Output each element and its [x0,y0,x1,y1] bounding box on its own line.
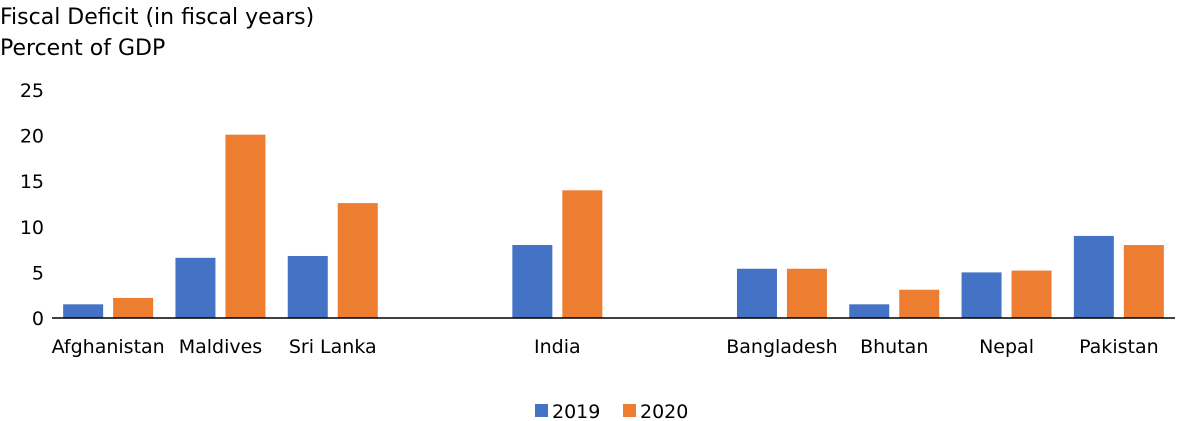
y-axis: 0 5 10 15 20 25 [20,80,44,330]
bar-2020 [1123,245,1164,318]
bar-2019 [512,245,553,318]
bar-2019 [961,272,1002,318]
legend: 2019 2020 [535,401,688,421]
bar-2019 [736,268,777,318]
bar-2020 [225,134,266,318]
y-tick-label: 15 [20,171,44,193]
y-tick-label: 5 [32,262,44,284]
x-tick-label: Pakistan [1079,336,1159,358]
y-tick-label: 20 [20,126,44,148]
x-axis: Afghanistan Maldives Sri Lanka India Banglad… [52,336,1159,358]
bar-2019 [849,304,890,318]
bar-2020 [113,297,154,318]
x-tick-label: Afghanistan [52,336,165,358]
y-tick-label: 10 [20,217,44,239]
y-tick-label: 25 [20,80,44,102]
bar-2020 [562,190,603,318]
bars [63,134,1164,318]
y-tick-label: 0 [32,308,44,330]
bar-2020 [337,203,378,318]
bar-2020 [1011,270,1052,318]
x-tick-label: Bhutan [860,336,928,358]
x-tick-label: Bangladesh [726,336,837,358]
legend-swatch-2019 [535,404,548,417]
legend-swatch-2020 [623,404,636,417]
chart-title: Fiscal Deficit (in fiscal years) [0,5,315,30]
bar-2020 [786,268,827,318]
chart-subtitle: Percent of GDP [0,36,166,61]
x-tick-label: Sri Lanka [289,336,377,358]
x-tick-label: Maldives [179,336,263,358]
x-tick-label: India [534,336,581,358]
legend-label: 2020 [640,401,688,421]
legend-label: 2019 [552,401,600,421]
bar-2019 [287,255,328,318]
bar-2019 [175,257,216,318]
x-tick-label: Nepal [979,336,1034,358]
bar-2020 [899,289,940,318]
bar-2019 [1073,235,1114,318]
bar-2019 [63,304,104,318]
